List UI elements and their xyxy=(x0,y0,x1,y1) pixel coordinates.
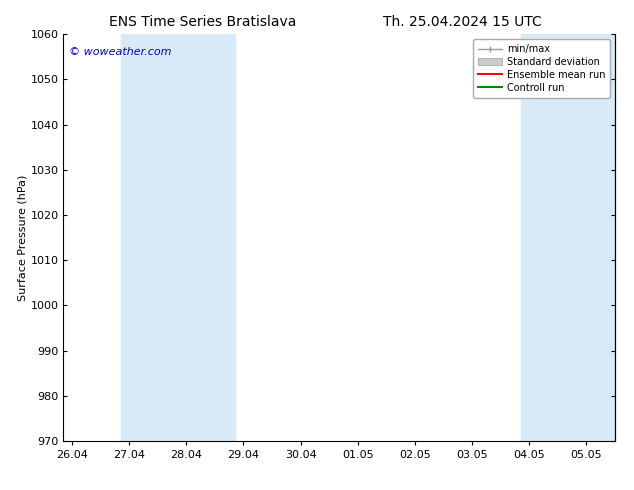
Bar xyxy=(120,34,235,441)
Text: © woweather.com: © woweather.com xyxy=(69,47,171,56)
Legend: min/max, Standard deviation, Ensemble mean run, Controll run: min/max, Standard deviation, Ensemble me… xyxy=(473,39,610,98)
Text: ENS Time Series Bratislava: ENS Time Series Bratislava xyxy=(109,15,297,29)
Y-axis label: Surface Pressure (hPa): Surface Pressure (hPa) xyxy=(18,174,28,301)
Bar xyxy=(521,34,615,441)
Text: Th. 25.04.2024 15 UTC: Th. 25.04.2024 15 UTC xyxy=(384,15,542,29)
